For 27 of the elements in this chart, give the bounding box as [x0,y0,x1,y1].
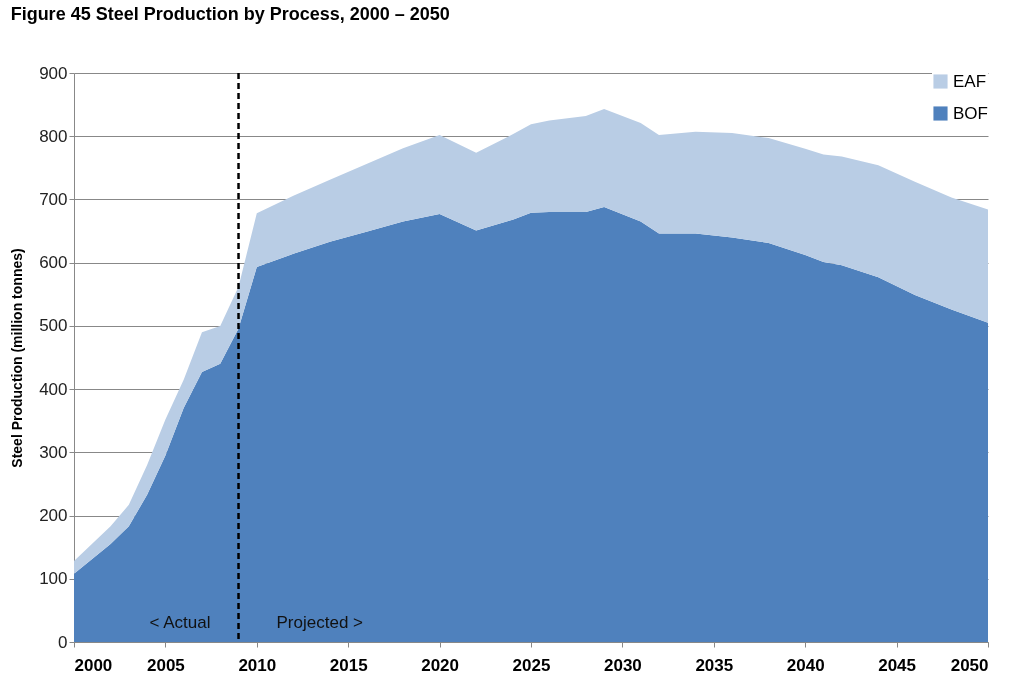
y-tick-label: 0 [58,632,68,652]
chart-title: Figure 45 Steel Production by Process, 2000 – 2050 [10,4,450,24]
y-tick-label: 400 [39,379,68,399]
x-tick-label: 2010 [238,655,277,675]
y-tick-label: 800 [39,126,68,146]
y-tick-label: 700 [39,189,68,209]
x-tick-label: 2025 [512,655,551,675]
y-tick-label: 300 [39,442,68,462]
legend-label: EAF [953,71,987,91]
x-tick-label: 2030 [603,655,642,675]
annotation: < Actual [149,613,211,632]
y-tick-label: 100 [39,569,68,589]
x-tick-label: 2020 [421,655,460,675]
y-tick-label: 200 [39,506,68,526]
x-tick-label: 2015 [329,655,368,675]
x-tick-label: 2035 [695,655,734,675]
x-tick-label: 2005 [146,655,185,675]
legend-label: BOF [953,103,988,123]
y-axis-title: Steel Production (million tonnes) [9,248,26,468]
y-tick-label: 500 [39,316,68,336]
y-tick-label: 900 [39,63,68,83]
y-tick-label: 600 [39,253,68,273]
x-tick-label: 2000 [74,655,113,675]
x-tick-label: 2045 [878,655,917,675]
x-tick-label: 2040 [786,655,825,675]
x-tick-label: 2050 [950,655,989,675]
annotation: Projected > [276,613,364,632]
